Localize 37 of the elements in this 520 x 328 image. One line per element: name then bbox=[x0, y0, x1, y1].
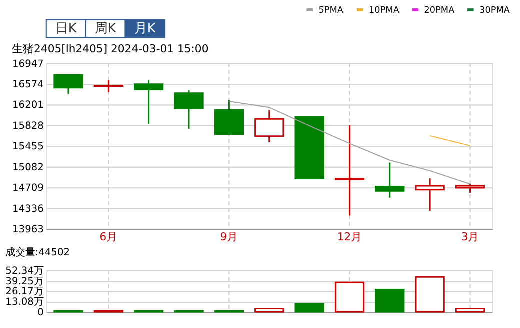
y-tick-label: 15828 bbox=[12, 120, 44, 132]
legend-label: 5PMA bbox=[318, 6, 344, 16]
bar bbox=[334, 282, 365, 313]
x-tick-label: 12月 bbox=[337, 230, 362, 244]
bar bbox=[254, 308, 284, 313]
chart-title: 成交量:44502 bbox=[5, 246, 70, 259]
y-tick-label: 13963 bbox=[12, 224, 44, 236]
y-tick-label: 16201 bbox=[12, 100, 44, 112]
legend-label: 10PMA bbox=[369, 6, 400, 16]
y-tick-label: 16574 bbox=[12, 79, 44, 90]
y-tick-label: 0 bbox=[38, 307, 44, 318]
x-tick-label: 9月 bbox=[220, 230, 238, 244]
y-tick-label: 14336 bbox=[12, 204, 44, 215]
y-tick-label: 15082 bbox=[12, 162, 44, 174]
text: 周K bbox=[94, 22, 117, 37]
candlestick bbox=[415, 178, 445, 212]
y-tick-label: 52.34万 bbox=[6, 266, 44, 277]
text: 日K bbox=[55, 22, 78, 37]
candlestick bbox=[375, 162, 405, 199]
bar bbox=[455, 308, 486, 313]
y-tick-label: 39.25万 bbox=[6, 276, 44, 288]
x-tick-label: 3月 bbox=[461, 230, 480, 244]
candlestick bbox=[134, 79, 164, 125]
bar bbox=[415, 276, 445, 313]
y-tick-label: 26.17万 bbox=[6, 286, 44, 298]
legend-label: 30PMA bbox=[480, 6, 510, 16]
x-tick-label: 6月 bbox=[100, 230, 118, 244]
candlestick bbox=[94, 79, 124, 94]
legend-label: 20PMA bbox=[424, 6, 455, 16]
bar bbox=[294, 303, 324, 313]
y-tick-label: 13.08万 bbox=[6, 297, 44, 308]
y-tick-label: 16947 bbox=[12, 58, 44, 70]
bar bbox=[375, 289, 405, 313]
chart-title: 生猪2405[lh2405] 2024-03-01 15:00 bbox=[12, 42, 209, 56]
y-tick-label: 14709 bbox=[12, 183, 44, 194]
y-tick-label: 15455 bbox=[12, 142, 44, 153]
text: 月K bbox=[134, 22, 156, 37]
